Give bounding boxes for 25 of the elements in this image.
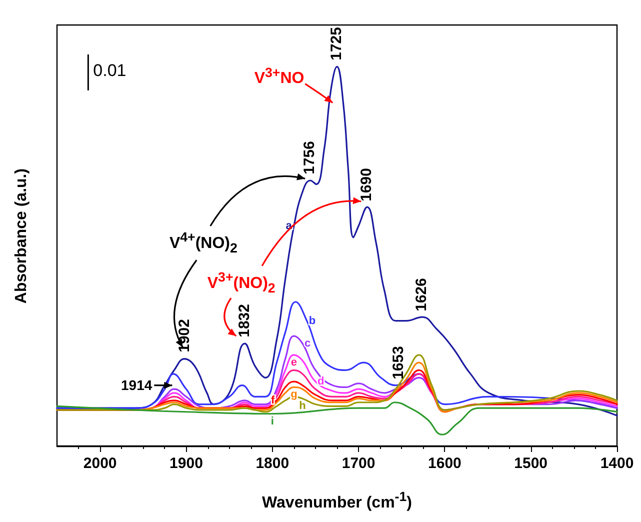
annotation: 0.01 (93, 61, 126, 80)
x-tick-label: 1600 (428, 455, 462, 472)
series-label: b (308, 314, 316, 327)
annotation: 1832 (236, 304, 254, 338)
annotation: 1914 (121, 376, 152, 394)
x-tick-label: 1900 (170, 455, 203, 472)
x-axis-title: Wavenumber (cm$^{-1}$) (261, 488, 413, 512)
x-tick-label: 1800 (256, 455, 290, 472)
annotation: V$^{3+}$(NO)$_{2}$ (207, 268, 276, 298)
series-label: i (270, 415, 274, 428)
annotation: V$^{3+}$NO (254, 64, 304, 88)
annotation: 1725 (328, 27, 346, 61)
series-label: c (304, 338, 311, 350)
series-label: h (299, 400, 306, 412)
x-tick-label: 1400 (600, 455, 634, 472)
series-label: e (290, 356, 297, 369)
x-tick-label: 1500 (514, 455, 548, 472)
annotation: V$^{4+}$(NO)$_{2}$ (169, 228, 238, 258)
annotation: 1690 (358, 168, 376, 202)
x-tick-label: 2000 (83, 455, 117, 472)
annotation: 1626 (413, 278, 432, 312)
x-tick-label: 1700 (342, 455, 376, 472)
annotation: 1653 (390, 346, 408, 380)
y-axis-title: Absorbance (a.u.) (13, 168, 31, 304)
annotation: 1756 (301, 141, 320, 175)
